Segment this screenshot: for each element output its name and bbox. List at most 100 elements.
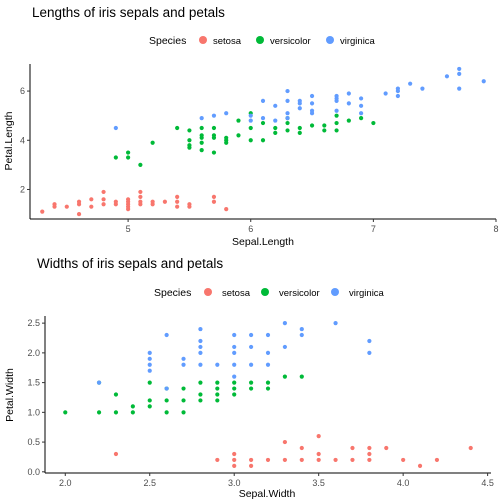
- x-tick-label: 6: [248, 224, 253, 234]
- chart-lengths: Lengths of iris sepals and petals Specie…: [3, 5, 499, 248]
- point-virginica: [232, 350, 237, 355]
- point-versicolor: [215, 392, 220, 397]
- legend-key-versicolor: [256, 36, 264, 44]
- point-versicolor: [346, 118, 351, 123]
- point-virginica: [282, 321, 287, 326]
- point-versicolor: [265, 386, 271, 391]
- point-versicolor: [175, 125, 180, 131]
- point-virginica: [359, 103, 364, 108]
- x-axis-title: Sepal.Width: [239, 488, 296, 500]
- point-setosa: [350, 445, 355, 451]
- point-versicolor: [260, 138, 266, 143]
- point-setosa: [52, 202, 57, 207]
- point-virginica: [164, 386, 169, 391]
- y-tick-label: 1.5: [27, 378, 40, 388]
- point-setosa: [175, 199, 180, 204]
- point-setosa: [101, 202, 106, 207]
- point-setosa: [249, 463, 254, 468]
- tick-layer: 2.0 2.5 3.0 3.5 4.0 4.5 0.0 0.5 1.0 1.5 2.0 2.5: [27, 318, 493, 488]
- point-virginica: [457, 86, 462, 91]
- point-versicolor: [273, 130, 278, 135]
- legend-label-setosa: setosa: [213, 36, 242, 47]
- point-virginica: [265, 362, 271, 367]
- point-versicolor: [113, 155, 118, 160]
- point-versicolor: [297, 130, 302, 135]
- legend-title: Species: [149, 35, 186, 47]
- point-virginica: [265, 350, 271, 355]
- point-virginica: [232, 332, 237, 338]
- chart-widths: Widths of iris sepals and petals Species…: [4, 256, 494, 500]
- point-versicolor: [334, 120, 339, 126]
- point-setosa: [89, 204, 94, 209]
- legend: Species setosa versicolor virginica: [149, 35, 376, 47]
- point-versicolor: [236, 118, 241, 123]
- point-versicolor: [187, 138, 192, 143]
- point-setosa: [187, 202, 192, 207]
- points-layer: [40, 66, 486, 217]
- point-setosa: [162, 199, 167, 204]
- point-versicolor: [285, 120, 290, 126]
- legend: Species setosa versicolor virginica: [154, 287, 385, 299]
- point-virginica: [299, 332, 304, 338]
- point-versicolor: [211, 150, 217, 155]
- y-tick-label: 2.0: [27, 348, 40, 358]
- point-virginica: [346, 91, 351, 96]
- point-setosa: [367, 451, 372, 457]
- legend-key-virginica: [326, 36, 334, 44]
- point-virginica: [297, 106, 302, 111]
- x-tick-label: 3.0: [228, 478, 241, 488]
- point-versicolor: [181, 410, 186, 415]
- point-setosa: [232, 457, 237, 463]
- x-tick-label: 8: [493, 224, 498, 234]
- point-setosa: [282, 457, 287, 463]
- y-tick-label: 4: [20, 135, 25, 145]
- point-versicolor: [211, 125, 217, 131]
- point-virginica: [249, 344, 254, 350]
- point-virginica: [359, 111, 364, 116]
- point-virginica: [457, 71, 462, 76]
- y-tick-label: 0.5: [27, 437, 40, 447]
- point-virginica: [96, 380, 102, 385]
- point-virginica: [273, 118, 278, 123]
- point-virginica: [334, 108, 339, 113]
- y-axis-title: Petal.Width: [4, 368, 16, 422]
- point-versicolor: [273, 125, 278, 131]
- point-versicolor: [232, 380, 237, 385]
- point-versicolor: [232, 392, 237, 397]
- point-virginica: [395, 93, 400, 99]
- point-virginica: [309, 93, 315, 99]
- y-tick-label: 2.5: [27, 318, 40, 328]
- point-versicolor: [371, 120, 376, 126]
- point-virginica: [334, 93, 339, 99]
- point-setosa: [40, 209, 45, 214]
- point-virginica: [273, 103, 278, 108]
- point-virginica: [299, 326, 304, 332]
- point-setosa: [316, 451, 321, 457]
- point-virginica: [309, 108, 315, 113]
- point-virginica: [198, 350, 203, 355]
- tick-layer: 5 6 7 8 2 4 6: [20, 86, 499, 234]
- legend-key-setosa: [199, 36, 207, 44]
- point-versicolor: [150, 140, 155, 145]
- point-versicolor: [309, 123, 315, 128]
- point-virginica: [232, 344, 237, 350]
- point-virginica: [285, 98, 290, 104]
- point-setosa: [468, 445, 473, 451]
- point-setosa: [232, 463, 237, 468]
- point-setosa: [89, 197, 94, 202]
- point-setosa: [316, 434, 321, 439]
- point-versicolor: [285, 128, 290, 133]
- point-versicolor: [130, 404, 135, 409]
- point-virginica: [198, 362, 203, 367]
- point-versicolor: [199, 125, 204, 131]
- point-versicolor: [215, 386, 220, 391]
- point-virginica: [249, 362, 254, 367]
- point-versicolor: [181, 398, 186, 403]
- point-virginica: [481, 79, 486, 84]
- point-virginica: [395, 86, 400, 91]
- point-virginica: [248, 118, 253, 123]
- point-virginica: [147, 368, 152, 373]
- legend-key-setosa: [204, 288, 212, 296]
- point-versicolor: [236, 133, 241, 138]
- chart-title: Lengths of iris sepals and petals: [32, 5, 225, 20]
